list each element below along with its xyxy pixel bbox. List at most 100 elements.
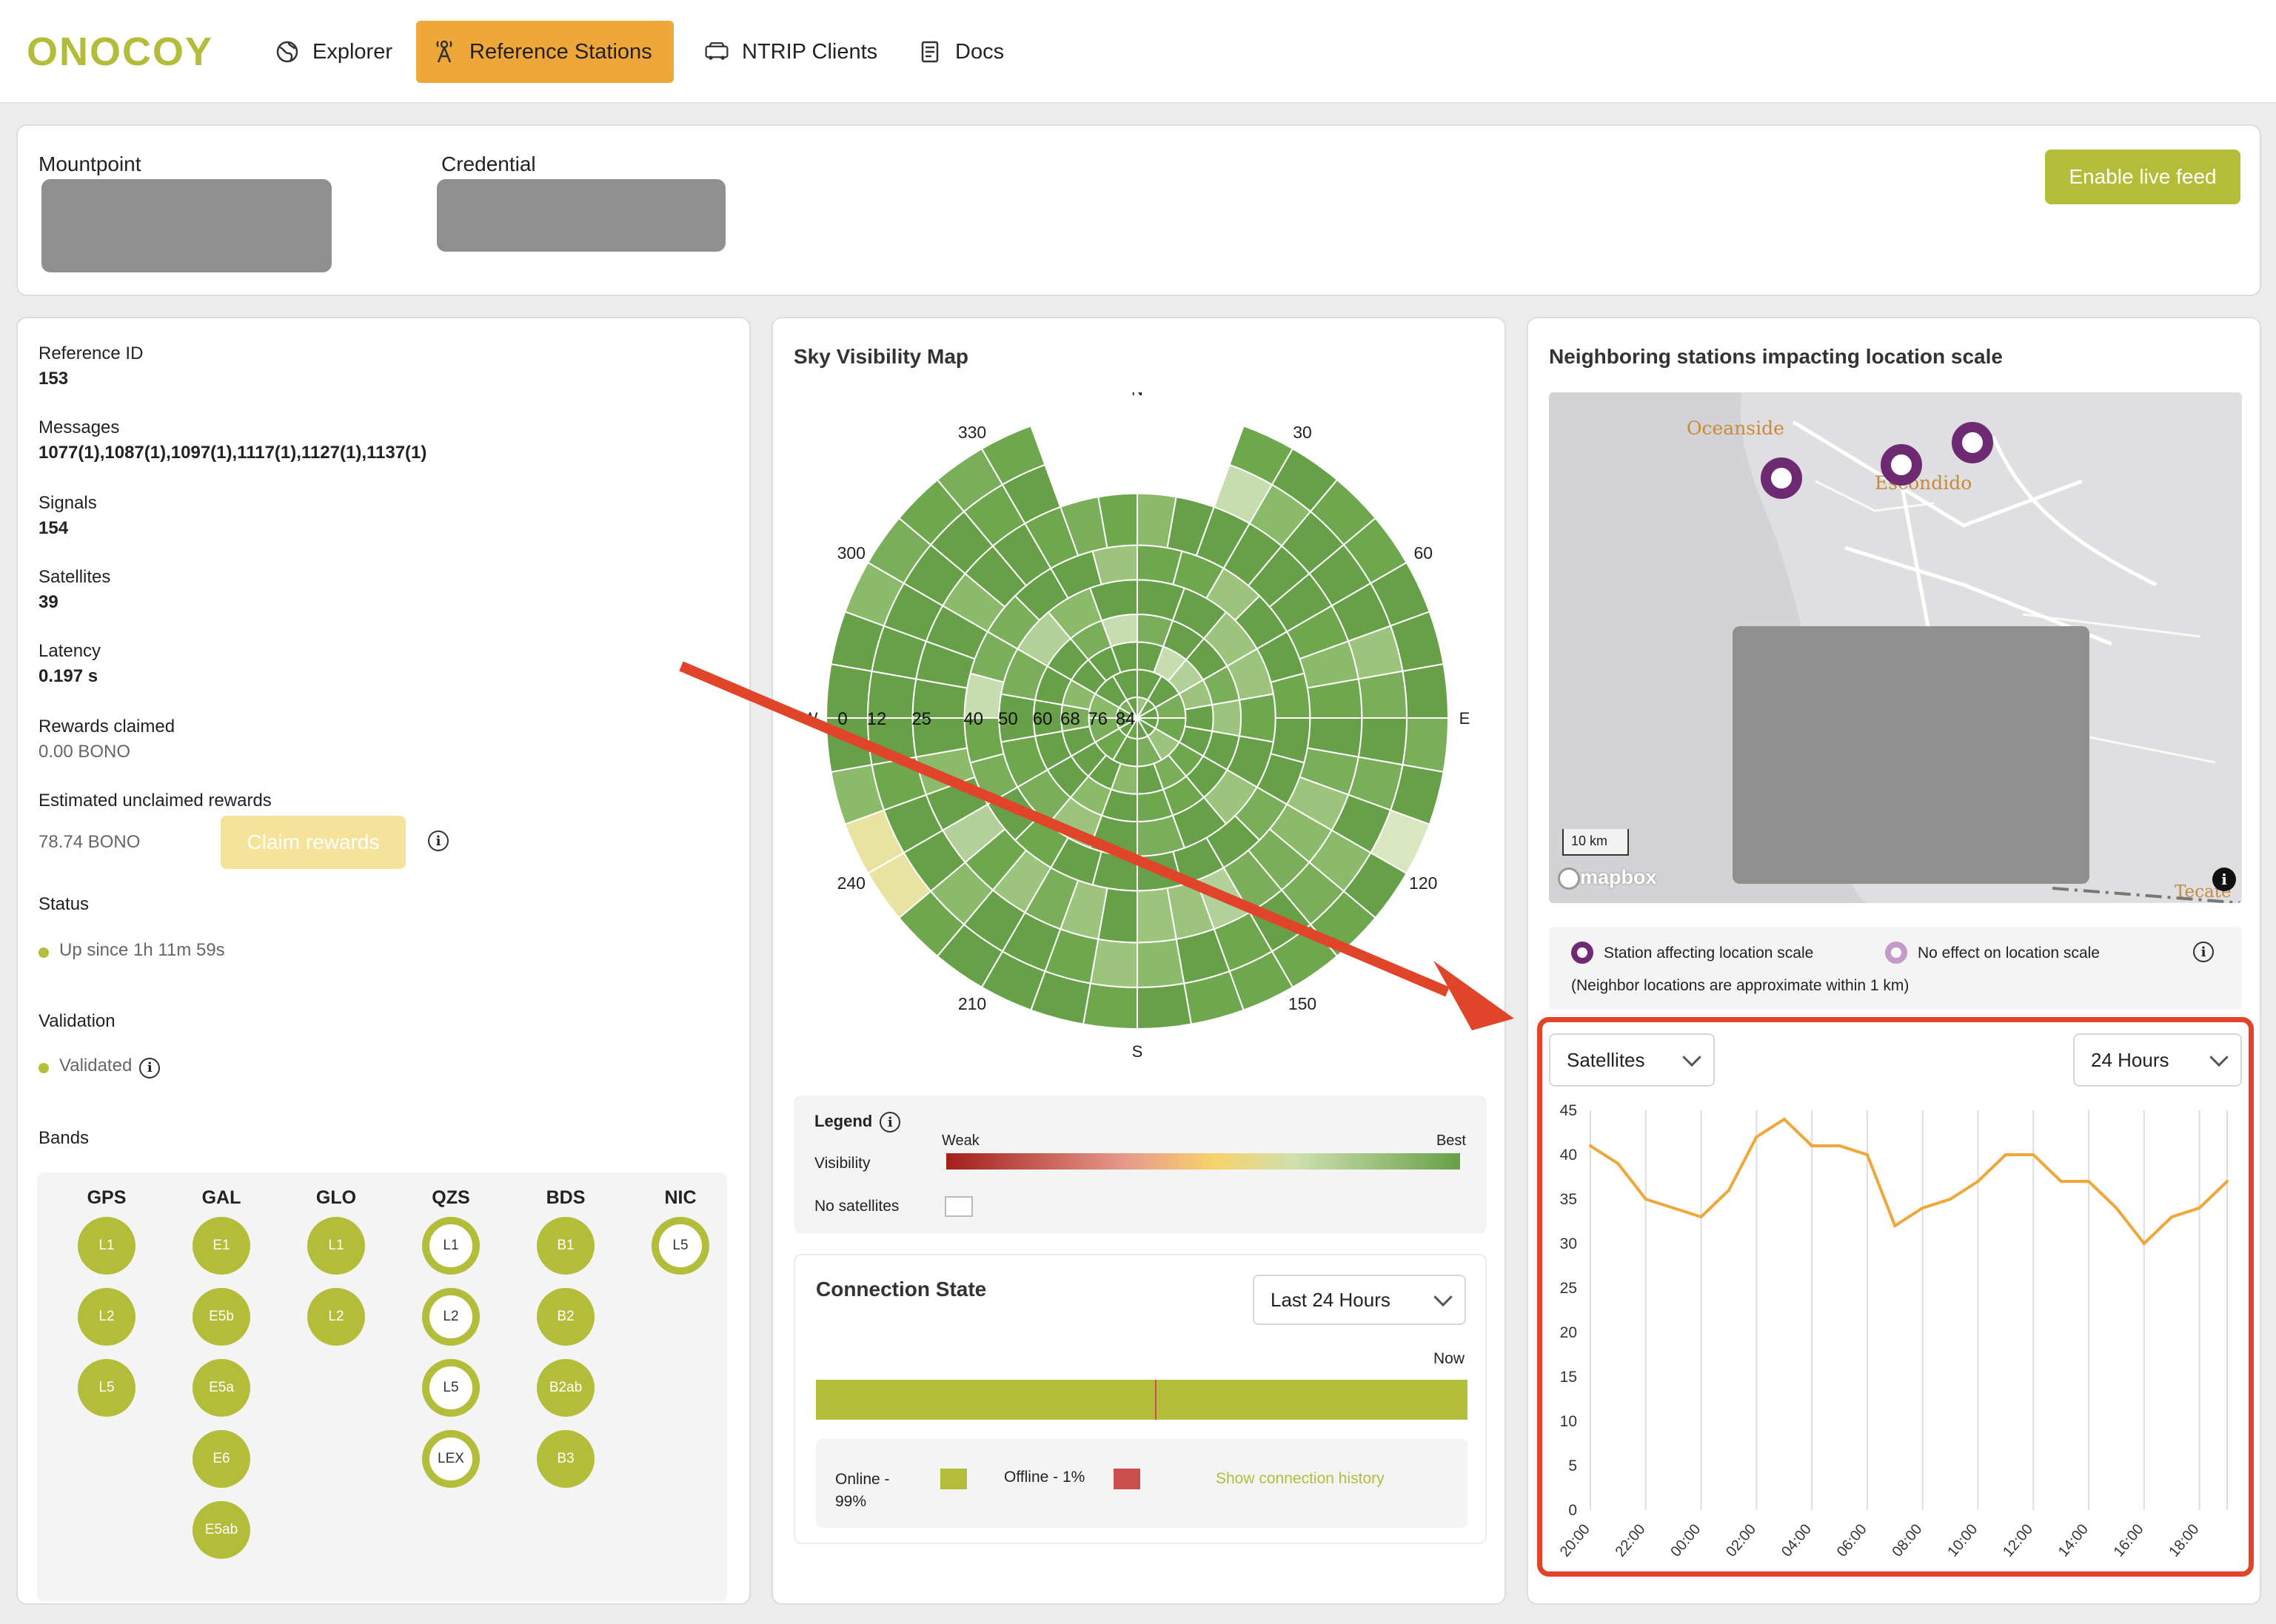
sky-cell (1137, 850, 1183, 892)
rewards-claimed-label: Rewards claimed (39, 717, 175, 736)
x-tick-label: 14:00 (2055, 1521, 2092, 1560)
band-chip: B3 (537, 1430, 595, 1488)
band-column-gal: GAL E1 E5b E5a E6 E5ab (177, 1187, 266, 1572)
nav-reference-stations[interactable]: Reference Stations (416, 21, 674, 83)
data-point (2170, 1215, 2174, 1218)
connection-range-value: Last 24 Hours (1271, 1288, 1390, 1311)
sky-cell (825, 717, 873, 774)
data-point (1838, 1144, 1841, 1147)
x-tick-label: 22:00 (1613, 1521, 1649, 1560)
mapbox-logo[interactable]: mapbox (1558, 866, 1657, 890)
compass-label: W (803, 709, 818, 728)
metric-dropdown[interactable]: Satellites (1549, 1033, 1715, 1087)
validation-row: Validated i (39, 1056, 161, 1078)
elevation-label: 68 (1060, 709, 1080, 729)
sky-polar-map: N E S W 30 60 120 150 210 240 300 330 0 12 25 40 50 60 68 7… (803, 392, 1470, 1058)
map-scale-bar: 10 km (1562, 829, 1629, 856)
antenna-icon (436, 40, 452, 63)
band-chip: L2 (422, 1288, 480, 1346)
band-chip: L1 (422, 1217, 480, 1275)
data-point (1589, 1144, 1592, 1147)
validation-info-icon[interactable]: i (139, 1057, 161, 1078)
nav-docs-label: Docs (955, 39, 1005, 64)
band-header: BDS (546, 1187, 586, 1208)
range-dropdown[interactable]: 24 Hours (2073, 1033, 2242, 1087)
station-marker[interactable] (1761, 457, 1802, 499)
map-info-icon[interactable]: i (2212, 868, 2236, 891)
data-point (1921, 1207, 1924, 1209)
nav-explorer[interactable]: Explorer (259, 21, 407, 83)
azimuth-label: 240 (837, 873, 866, 893)
station-marker[interactable] (1952, 422, 1993, 463)
data-point (1644, 1198, 1647, 1201)
compass-label: S (1132, 1042, 1143, 1058)
metric-dropdown-value: Satellites (1567, 1048, 1645, 1071)
legend-no-satellites-label: No satellites (814, 1198, 900, 1215)
sky-legend: Legend i Weak Best Visibility No satellit… (794, 1095, 1487, 1233)
enable-live-feed-button[interactable]: Enable live feed (2045, 150, 2240, 204)
show-connection-history-link[interactable]: Show connection history (1216, 1470, 1385, 1487)
reference-id-value: 153 (39, 369, 69, 389)
visibility-gradient-bar (946, 1153, 1460, 1170)
neighbor-info-icon[interactable]: i (2193, 942, 2214, 962)
data-point (2087, 1180, 2091, 1183)
satellites-line-chart: 0 5 10 15 20 25 30 35 40 45 20:00 22:00 00:00 02:00 04… (1557, 1102, 2229, 1560)
nav-ntrip-clients-label: NTRIP Clients (742, 39, 878, 64)
car-icon (705, 42, 729, 60)
info-icon[interactable]: i (428, 831, 449, 851)
svg-text:ONOCOY: ONOCOY (27, 33, 213, 71)
unclaimed-rewards-label: Estimated unclaimed rewards (39, 791, 272, 811)
reference-id-field: Reference ID 153 (39, 343, 143, 389)
chevron-down-icon (1433, 1287, 1453, 1307)
data-point (2115, 1207, 2118, 1209)
mountpoint-label: Mountpoint (39, 152, 141, 175)
legend-info-icon[interactable]: i (880, 1112, 901, 1133)
station-marker[interactable] (1881, 444, 1922, 486)
satellites-value: 39 (39, 592, 58, 612)
nav-ntrip-clients[interactable]: NTRIP Clients (689, 21, 892, 83)
data-point (1893, 1224, 1897, 1227)
band-chip: B2ab (537, 1359, 595, 1417)
x-tick-label: 10:00 (1944, 1521, 1981, 1560)
mapbox-logo-text: mapbox (1580, 866, 1657, 888)
neighbors-title: Neighboring stations impacting location … (1549, 345, 2003, 368)
data-point (2226, 1180, 2229, 1183)
band-header: GAL (201, 1187, 241, 1208)
neighbor-map[interactable]: Oceanside Escondido Tecate 10 km mapbox … (1549, 392, 2242, 903)
mountpoint-redacted (41, 179, 332, 272)
claim-rewards-button[interactable]: Claim rewards (221, 816, 406, 869)
azimuth-label: 120 (1409, 873, 1437, 893)
onocoy-logo[interactable]: ONOCOY (27, 33, 221, 71)
data-point (1672, 1207, 1676, 1209)
connection-range-dropdown[interactable]: Last 24 Hours (1253, 1275, 1466, 1325)
y-tick-label: 30 (1560, 1235, 1577, 1252)
nav-docs[interactable]: Docs (902, 21, 1019, 83)
band-chip: E5a (193, 1359, 250, 1417)
sky-cell (1402, 662, 1450, 719)
station-header-card: Mountpoint Credential Enable live feed (16, 124, 2261, 296)
band-chip: L2 (78, 1288, 135, 1346)
satellites-label: Satellites (39, 567, 111, 587)
band-chip: L1 (78, 1217, 135, 1275)
x-tick-label: 04:00 (1778, 1521, 1815, 1560)
sky-cell (1137, 938, 1185, 989)
validation-label: Validation (39, 1011, 116, 1031)
sky-cell (1089, 447, 1138, 498)
place-oceanside: Oceanside (1687, 417, 1784, 439)
affecting-marker-icon (1571, 942, 1593, 964)
y-tick-label: 45 (1560, 1102, 1577, 1119)
data-point (2059, 1180, 2063, 1183)
compass-label: N (1131, 392, 1143, 399)
band-column-glo: GLO L1 L2 (292, 1187, 381, 1359)
now-label: Now (1433, 1350, 1465, 1367)
band-column-qzs: QZS L1 L2 L5 LEX (406, 1187, 495, 1501)
top-navigation-bar: ONOCOY Explorer Reference Stations NTRIP… (0, 0, 2276, 104)
legend-best-label: Best (1436, 1133, 1466, 1149)
online-swatch (940, 1469, 967, 1489)
elevation-label: 40 (963, 709, 983, 729)
rewards-claimed-value: 0.00 BONO (39, 742, 131, 762)
band-chip: L5 (422, 1359, 480, 1417)
signals-field: Signals 154 (39, 493, 97, 539)
bands-grid: GPS L1 L2 L5 GAL E1 E5b E5a E6 E5ab GLO L1 L2 QZS L1 L2… (37, 1172, 727, 1602)
x-tick-label: 00:00 (1667, 1521, 1704, 1560)
